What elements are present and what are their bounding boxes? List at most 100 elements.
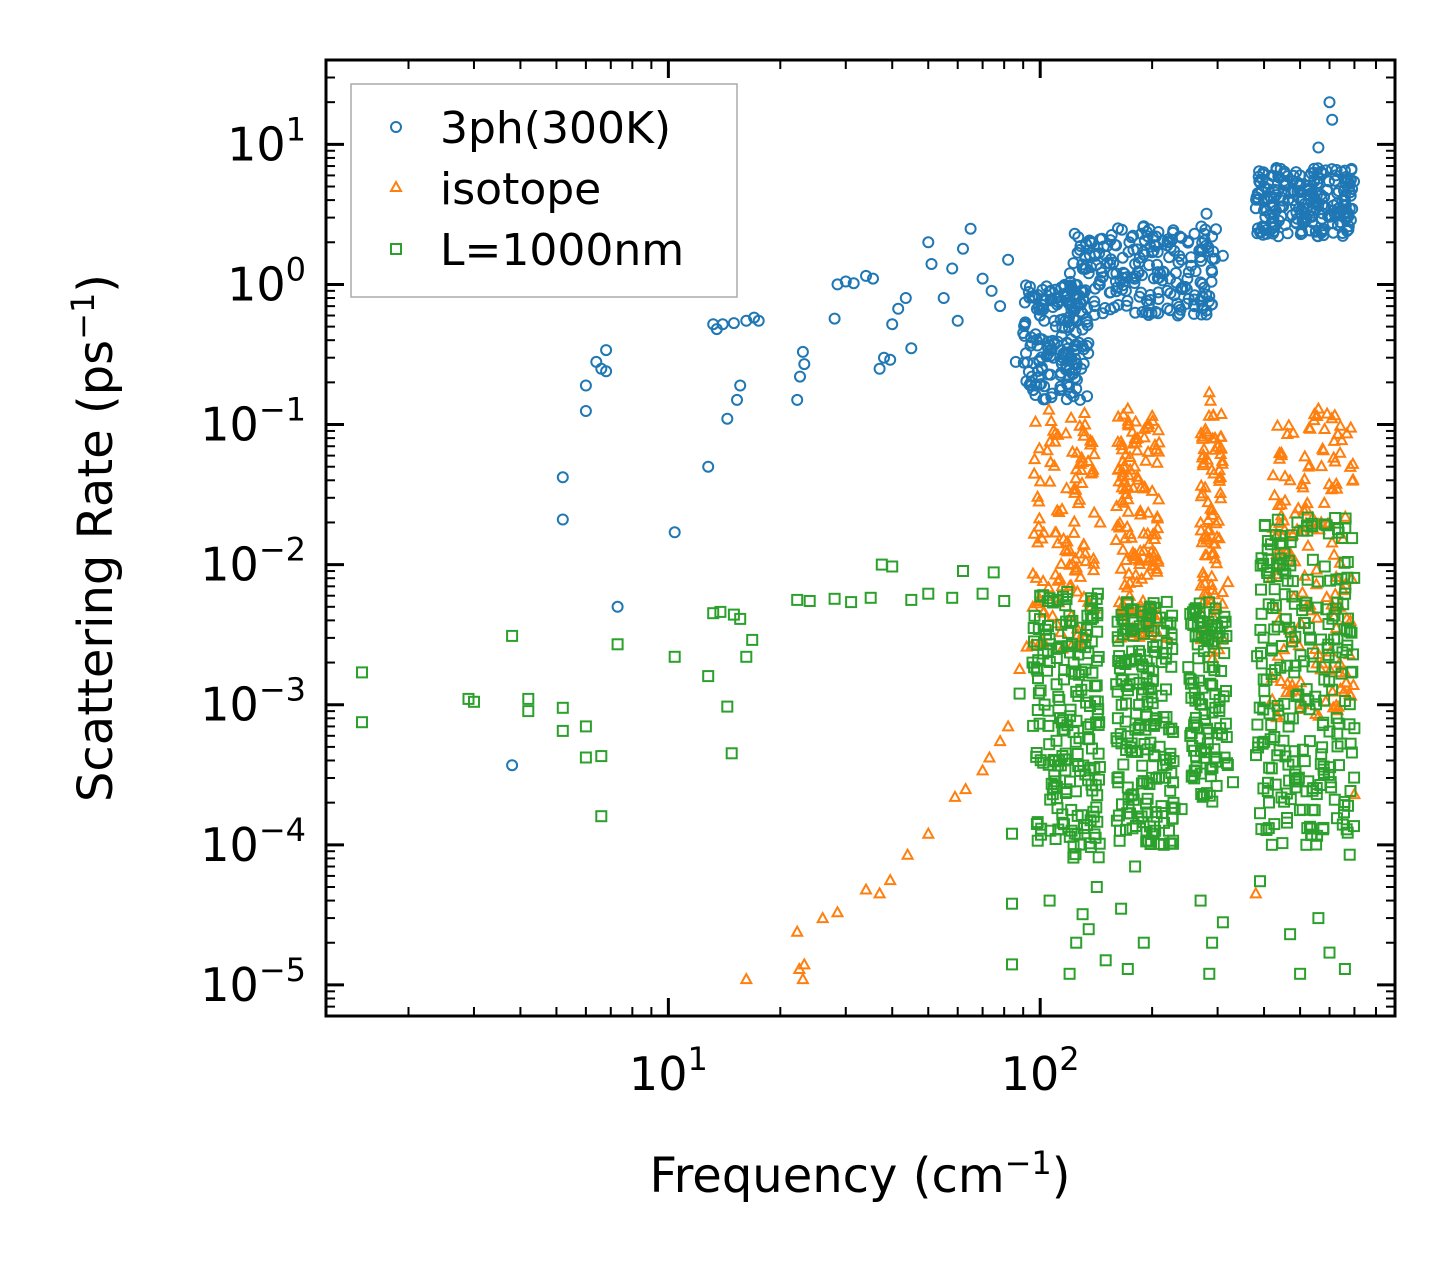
data-point <box>1311 575 1324 588</box>
data-point <box>1116 271 1129 284</box>
data-point <box>1121 401 1135 414</box>
data-point <box>1060 336 1073 349</box>
data-point <box>1185 691 1198 704</box>
data-point <box>1112 809 1125 822</box>
data-point <box>1215 584 1230 597</box>
data-point <box>1339 587 1352 600</box>
data-point <box>899 292 912 304</box>
data-point <box>1220 685 1232 697</box>
data-point <box>1316 741 1329 754</box>
data-point <box>1322 768 1335 781</box>
data-point <box>1077 424 1091 437</box>
data-point <box>1281 659 1294 672</box>
data-point <box>1082 721 1095 734</box>
data-point <box>1086 666 1099 679</box>
data-point <box>1051 573 1065 586</box>
data-point <box>1082 923 1095 936</box>
data-point <box>1341 639 1354 652</box>
data-point <box>886 318 899 331</box>
data-point <box>1165 632 1178 644</box>
data-point <box>1190 750 1203 763</box>
data-point <box>937 292 950 304</box>
data-point <box>1151 266 1164 279</box>
data-point <box>1070 584 1085 597</box>
data-point <box>1060 544 1075 557</box>
data-point <box>1163 723 1176 736</box>
data-point <box>731 393 743 406</box>
data-point <box>1146 697 1159 710</box>
data-point <box>1201 737 1214 750</box>
data-point <box>1149 824 1162 837</box>
data-point <box>1058 543 1073 556</box>
data-point <box>1032 441 1047 454</box>
data-point <box>1184 729 1197 742</box>
data-point <box>1340 426 1354 439</box>
data-point <box>1002 253 1015 266</box>
data-point <box>1109 498 1124 511</box>
data-point <box>1130 574 1144 587</box>
data-point <box>1130 443 1144 456</box>
data-point <box>1128 414 1143 427</box>
data-point <box>1324 574 1337 587</box>
data-point <box>1129 567 1143 580</box>
data-point <box>1037 647 1050 660</box>
data-point <box>716 318 729 331</box>
data-point <box>1031 535 1045 548</box>
legend-marker-3ph <box>390 121 402 133</box>
data-point <box>1020 375 1033 388</box>
data-point <box>1032 494 1046 507</box>
data-point <box>1153 771 1165 784</box>
data-point <box>1348 571 1361 584</box>
data-point <box>1150 564 1164 577</box>
data-point <box>707 607 720 620</box>
data-point <box>1112 222 1124 235</box>
data-point <box>828 312 841 325</box>
data-point <box>1121 781 1134 794</box>
data-point <box>1050 734 1063 747</box>
data-point <box>987 566 1000 579</box>
data-point <box>1181 272 1194 285</box>
data-point <box>1042 402 1056 415</box>
data-point <box>1089 282 1102 295</box>
data-point <box>1264 733 1277 746</box>
data-point <box>1069 471 1083 484</box>
data-point <box>1252 736 1265 749</box>
data-point <box>1284 625 1297 638</box>
data-point <box>1343 459 1357 472</box>
data-point <box>1176 283 1189 296</box>
data-point <box>1198 234 1211 247</box>
data-point <box>1215 453 1230 466</box>
data-point <box>1300 213 1313 226</box>
data-point <box>1150 509 1164 522</box>
data-point <box>1151 423 1166 436</box>
data-point <box>839 275 852 288</box>
data-point <box>1025 336 1038 349</box>
data-point <box>1192 693 1205 706</box>
data-point <box>1116 283 1129 296</box>
data-point <box>905 593 918 606</box>
data-point <box>1195 431 1210 444</box>
data-point <box>1111 615 1124 628</box>
data-point <box>1048 525 1062 538</box>
data-point <box>506 759 519 772</box>
data-point <box>1060 615 1073 628</box>
data-point <box>957 565 969 577</box>
data-point <box>1081 319 1094 332</box>
data-point <box>1173 230 1186 243</box>
data-point <box>791 593 804 606</box>
data-point <box>1144 293 1157 306</box>
data-point <box>1321 641 1334 654</box>
data-point <box>1038 393 1051 406</box>
data-point <box>1118 577 1132 590</box>
data-point <box>1304 633 1317 646</box>
data-point <box>1317 495 1331 508</box>
data-point <box>1296 604 1309 617</box>
data-point <box>1045 608 1060 621</box>
data-point <box>611 638 624 651</box>
data-point <box>1326 612 1339 625</box>
data-point <box>1077 405 1092 418</box>
data-point <box>1164 837 1177 850</box>
data-point <box>1158 266 1170 279</box>
data-point <box>1084 814 1097 827</box>
data-point <box>1036 333 1048 346</box>
